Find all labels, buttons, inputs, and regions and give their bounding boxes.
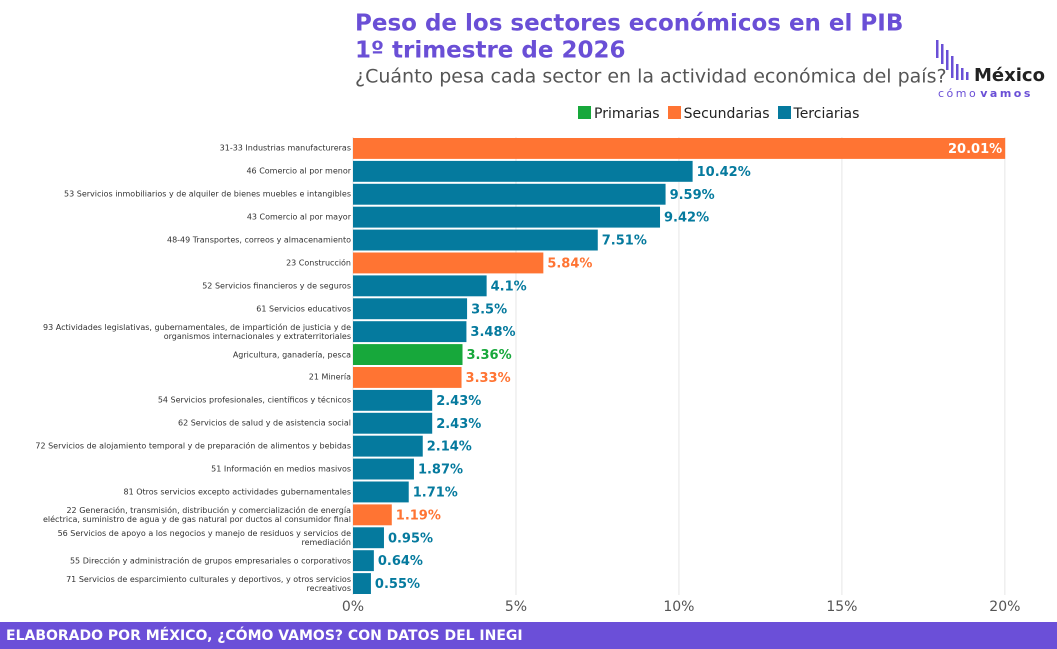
value-label: 7.51% (602, 234, 647, 249)
bar (353, 138, 1006, 159)
value-label: 3.33% (466, 371, 511, 386)
x-tick-label: 20% (989, 599, 1020, 615)
category-label: 31-33 Industrias manufactureras (219, 143, 351, 153)
bar (353, 344, 463, 365)
category-label: 48-49 Transportes, correos y almacenamie… (166, 235, 351, 245)
value-label: 3.48% (470, 325, 515, 340)
x-tick-label: 5% (505, 599, 527, 615)
legend-item: Secundarias (667, 106, 770, 122)
value-label: 1.87% (418, 463, 463, 478)
bar (353, 367, 462, 388)
logo-name: México (974, 65, 1045, 86)
bar (353, 412, 433, 434)
value-label: 9.59% (670, 188, 715, 203)
value-label: 3.5% (471, 302, 507, 317)
category-label: 46 Comercio al por menor (246, 166, 351, 176)
value-label: 0.55% (375, 577, 420, 592)
category-label: 22 Generación, transmisión, distribución… (42, 505, 351, 524)
value-label: 1.71% (413, 485, 458, 500)
bar (353, 321, 467, 343)
legend: Primarias Secundarias Terciarias (578, 106, 859, 122)
category-label: 71 Servicios de esparcimiento culturales… (66, 574, 351, 593)
category-label: 62 Servicios de salud y de asistencia so… (177, 418, 351, 428)
category-label: 23 Construcción (286, 258, 351, 268)
bar (353, 252, 544, 274)
bar (353, 527, 384, 549)
bar (353, 206, 661, 228)
bar (353, 573, 371, 594)
value-label: 10.42% (697, 165, 751, 180)
bar (353, 160, 693, 182)
x-tick-label: 10% (663, 599, 694, 615)
value-label: 9.42% (664, 211, 709, 226)
category-label: 93 Actividades legislativas, gubernament… (43, 322, 351, 341)
value-label: 0.95% (388, 531, 433, 546)
bar (353, 275, 487, 297)
bar (353, 229, 598, 251)
legend-swatch (777, 106, 791, 119)
bar (353, 504, 392, 526)
category-label: 21 Minería (308, 372, 351, 382)
value-label: 0.64% (378, 554, 423, 569)
category-label: 61 Servicios educativos (256, 304, 351, 314)
bar (353, 481, 409, 503)
bar (353, 183, 666, 205)
value-label: 1.19% (396, 508, 441, 523)
bar (353, 298, 468, 320)
logo-tag-a: cómo (938, 87, 978, 100)
logo-icon (936, 40, 969, 80)
legend-label: Primarias (594, 106, 660, 122)
bar (353, 389, 433, 411)
chart-subtitle2: ¿Cuánto pesa cada sector en la actividad… (355, 66, 947, 88)
category-label: 55 Dirección y administración de grupos … (69, 556, 351, 566)
category-label: Agricultura, ganadería, pesca (232, 350, 351, 360)
category-label: 43 Comercio al por mayor (246, 212, 351, 222)
legend-swatch (578, 106, 591, 119)
legend-item: Primarias (578, 106, 660, 122)
x-tick-label: 15% (826, 599, 857, 615)
category-label: 72 Servicios de alojamiento temporal y d… (35, 441, 351, 451)
legend-label: Secundarias (683, 106, 770, 122)
value-label: 4.1% (491, 279, 527, 294)
logo-tag: cómo vamos (938, 87, 1033, 100)
category-label: 81 Otros servicios excepto actividades g… (123, 487, 352, 497)
value-label: 3.36% (467, 348, 512, 363)
category-label: 52 Servicios financieros y de seguros (202, 281, 351, 291)
legend-swatch (667, 106, 681, 119)
category-label: 51 Información en medios masivos (211, 464, 351, 474)
value-label: 2.14% (427, 440, 472, 455)
logo-tag-b: vamos (980, 87, 1033, 100)
value-label: 20.01% (948, 142, 1002, 157)
value-label: 5.84% (547, 256, 592, 271)
legend-item: Terciarias (777, 106, 860, 122)
value-label: 2.43% (436, 417, 481, 432)
category-label: 56 Servicios de apoyo a los negocios y m… (57, 528, 351, 547)
bar (353, 550, 374, 572)
x-tick-label: 0% (342, 599, 364, 615)
footer: ELABORADO POR MÉXICO, ¿CÓMO VAMOS? CON D… (0, 622, 1057, 649)
category-label: 53 Servicios inmobiliarios y de alquiler… (64, 189, 351, 199)
bar (353, 435, 423, 457)
chart-title: Peso de los sectores económicos en el PI… (355, 11, 903, 37)
category-label: 54 Servicios profesionales, científicos … (157, 395, 351, 405)
chart-subtitle: 1º trimestre de 2026 (355, 38, 626, 64)
value-label: 2.43% (436, 394, 481, 409)
legend-label: Terciarias (793, 106, 860, 122)
bar (353, 458, 414, 480)
